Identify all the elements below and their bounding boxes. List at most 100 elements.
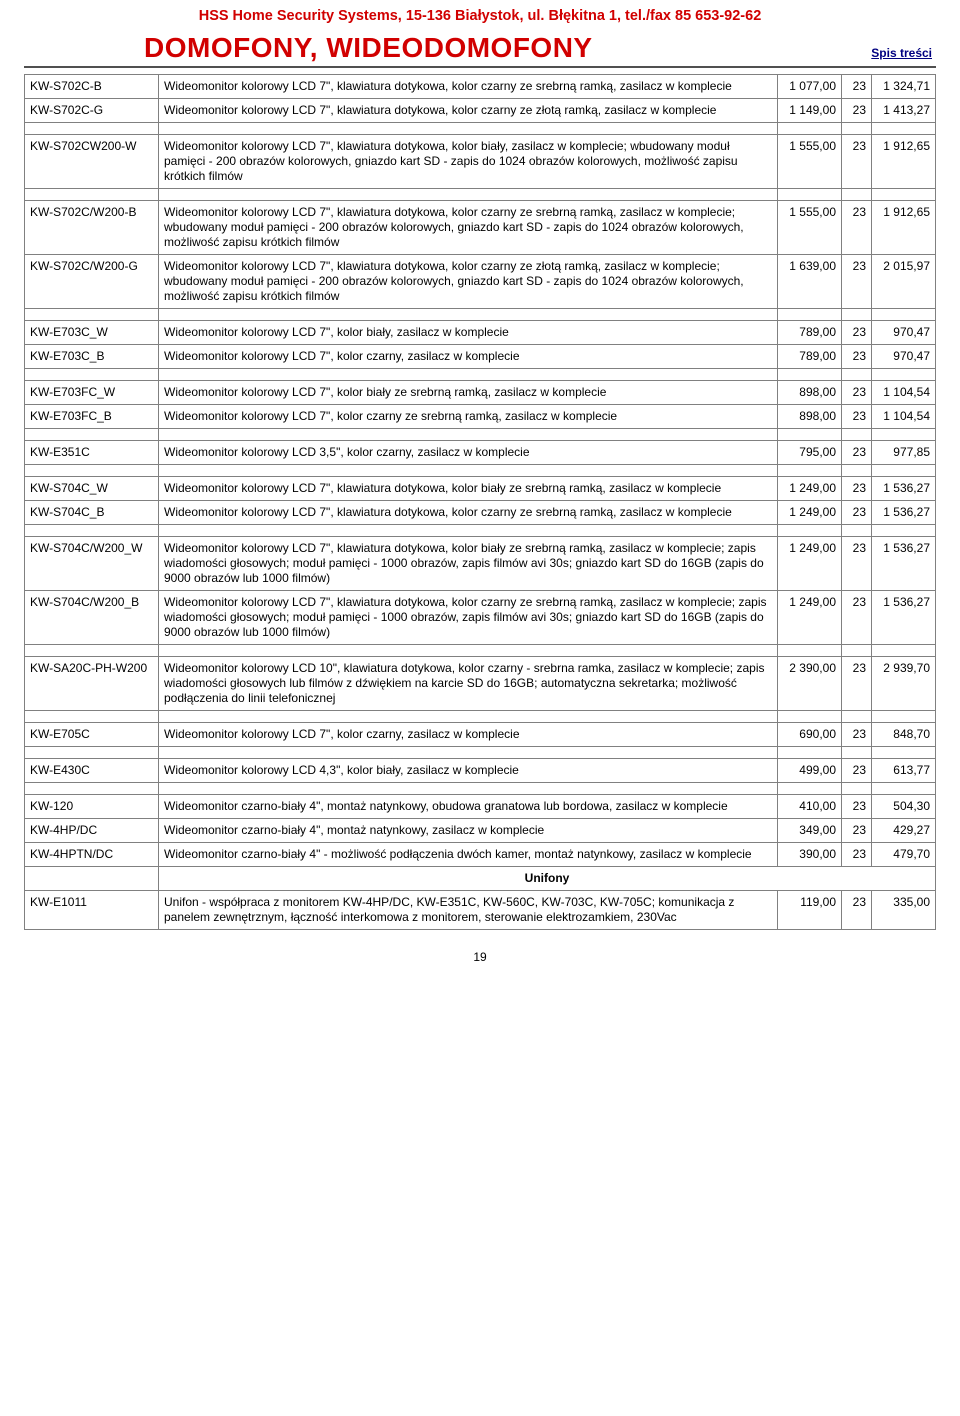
price-net: 898,00 <box>778 405 842 429</box>
vat: 23 <box>842 501 872 525</box>
spacer-cell <box>872 429 936 441</box>
product-code: KW-S702CW200-W <box>25 135 159 189</box>
spacer-cell <box>842 369 872 381</box>
product-desc: Wideomonitor kolorowy LCD 7", klawiatura… <box>159 99 778 123</box>
product-desc: Wideomonitor czarno-biały 4", montaż nat… <box>159 819 778 843</box>
price-gross: 1 104,54 <box>872 405 936 429</box>
table-row: KW-S702C/W200-BWideomonitor kolorowy LCD… <box>25 201 936 255</box>
product-code: KW-E703C_B <box>25 345 159 369</box>
vat: 23 <box>842 99 872 123</box>
table-row: KW-S704C_BWideomonitor kolorowy LCD 7", … <box>25 501 936 525</box>
product-desc: Wideomonitor kolorowy LCD 7", kolor biał… <box>159 381 778 405</box>
vat: 23 <box>842 477 872 501</box>
product-code: KW-120 <box>25 795 159 819</box>
product-code: KW-SA20C-PH-W200 <box>25 657 159 711</box>
price-gross: 848,70 <box>872 723 936 747</box>
table-row: KW-E703C_WWideomonitor kolorowy LCD 7", … <box>25 321 936 345</box>
product-code: KW-S702C-B <box>25 75 159 99</box>
price-gross: 504,30 <box>872 795 936 819</box>
vat: 23 <box>842 441 872 465</box>
price-gross: 1 536,27 <box>872 591 936 645</box>
table-row: KW-E703FC_WWideomonitor kolorowy LCD 7",… <box>25 381 936 405</box>
spacer-cell <box>159 711 778 723</box>
spacer-cell <box>159 747 778 759</box>
spacer-cell <box>778 747 842 759</box>
spacer-cell <box>159 123 778 135</box>
vat: 23 <box>842 381 872 405</box>
price-gross: 1 912,65 <box>872 201 936 255</box>
price-net: 1 249,00 <box>778 477 842 501</box>
table-row: KW-120Wideomonitor czarno-biały 4", mont… <box>25 795 936 819</box>
table-row: KW-S704C/W200_WWideomonitor kolorowy LCD… <box>25 537 936 591</box>
product-code: KW-E1011 <box>25 891 159 930</box>
spacer-cell <box>872 747 936 759</box>
spacer-cell <box>159 645 778 657</box>
product-code: KW-E351C <box>25 441 159 465</box>
table-row <box>25 123 936 135</box>
spacer-cell <box>872 309 936 321</box>
product-desc: Wideomonitor kolorowy LCD 7", kolor czar… <box>159 345 778 369</box>
price-net: 690,00 <box>778 723 842 747</box>
spacer-cell <box>842 783 872 795</box>
spacer-cell <box>778 783 842 795</box>
spacer-cell <box>778 711 842 723</box>
product-code: KW-S702C/W200-G <box>25 255 159 309</box>
spacer-cell <box>778 645 842 657</box>
product-code: KW-E703FC_W <box>25 381 159 405</box>
table-row <box>25 525 936 537</box>
price-gross: 429,27 <box>872 819 936 843</box>
table-row <box>25 429 936 441</box>
table-row: KW-E703C_BWideomonitor kolorowy LCD 7", … <box>25 345 936 369</box>
price-gross: 1 536,27 <box>872 537 936 591</box>
spacer-cell <box>159 369 778 381</box>
product-code: KW-E703C_W <box>25 321 159 345</box>
section-header: Unifony <box>159 867 936 891</box>
price-gross: 2 939,70 <box>872 657 936 711</box>
product-code: KW-S704C/W200_B <box>25 591 159 645</box>
price-net: 119,00 <box>778 891 842 930</box>
spacer-cell <box>778 369 842 381</box>
product-desc: Wideomonitor kolorowy LCD 7", klawiatura… <box>159 135 778 189</box>
toc-link[interactable]: Spis treści <box>871 46 932 64</box>
vat: 23 <box>842 795 872 819</box>
product-code: KW-E703FC_B <box>25 405 159 429</box>
price-gross: 1 324,71 <box>872 75 936 99</box>
vat: 23 <box>842 537 872 591</box>
spacer-cell <box>872 369 936 381</box>
table-row: KW-E351CWideomonitor kolorowy LCD 3,5", … <box>25 441 936 465</box>
spacer-cell <box>778 525 842 537</box>
spacer-cell <box>872 783 936 795</box>
spacer-cell <box>842 645 872 657</box>
product-desc: Wideomonitor kolorowy LCD 7", klawiatura… <box>159 537 778 591</box>
vat: 23 <box>842 819 872 843</box>
page-title: DOMOFONY, WIDEODOMOFONY <box>144 32 593 64</box>
vat: 23 <box>842 255 872 309</box>
spacer-cell <box>872 711 936 723</box>
title-bar: DOMOFONY, WIDEODOMOFONY Spis treści <box>24 30 936 68</box>
spacer-cell <box>872 465 936 477</box>
spacer-cell <box>842 711 872 723</box>
spacer-cell <box>778 309 842 321</box>
table-row: KW-4HP/DCWideomonitor czarno-biały 4", m… <box>25 819 936 843</box>
vat: 23 <box>842 201 872 255</box>
spacer-cell <box>842 123 872 135</box>
spacer-cell <box>872 645 936 657</box>
product-desc: Wideomonitor kolorowy LCD 3,5", kolor cz… <box>159 441 778 465</box>
table-row: Unifony <box>25 867 936 891</box>
spacer-cell <box>25 711 159 723</box>
table-row <box>25 711 936 723</box>
price-net: 789,00 <box>778 345 842 369</box>
spacer-cell <box>159 429 778 441</box>
vat: 23 <box>842 723 872 747</box>
product-desc: Wideomonitor czarno-biały 4", montaż nat… <box>159 795 778 819</box>
table-row: KW-4HPTN/DCWideomonitor czarno-biały 4" … <box>25 843 936 867</box>
vat: 23 <box>842 345 872 369</box>
table-row <box>25 645 936 657</box>
price-net: 410,00 <box>778 795 842 819</box>
product-desc: Wideomonitor kolorowy LCD 7", kolor biał… <box>159 321 778 345</box>
vat: 23 <box>842 405 872 429</box>
spacer-cell <box>842 429 872 441</box>
vat: 23 <box>842 843 872 867</box>
product-desc: Wideomonitor kolorowy LCD 10", klawiatur… <box>159 657 778 711</box>
spacer-cell <box>842 747 872 759</box>
